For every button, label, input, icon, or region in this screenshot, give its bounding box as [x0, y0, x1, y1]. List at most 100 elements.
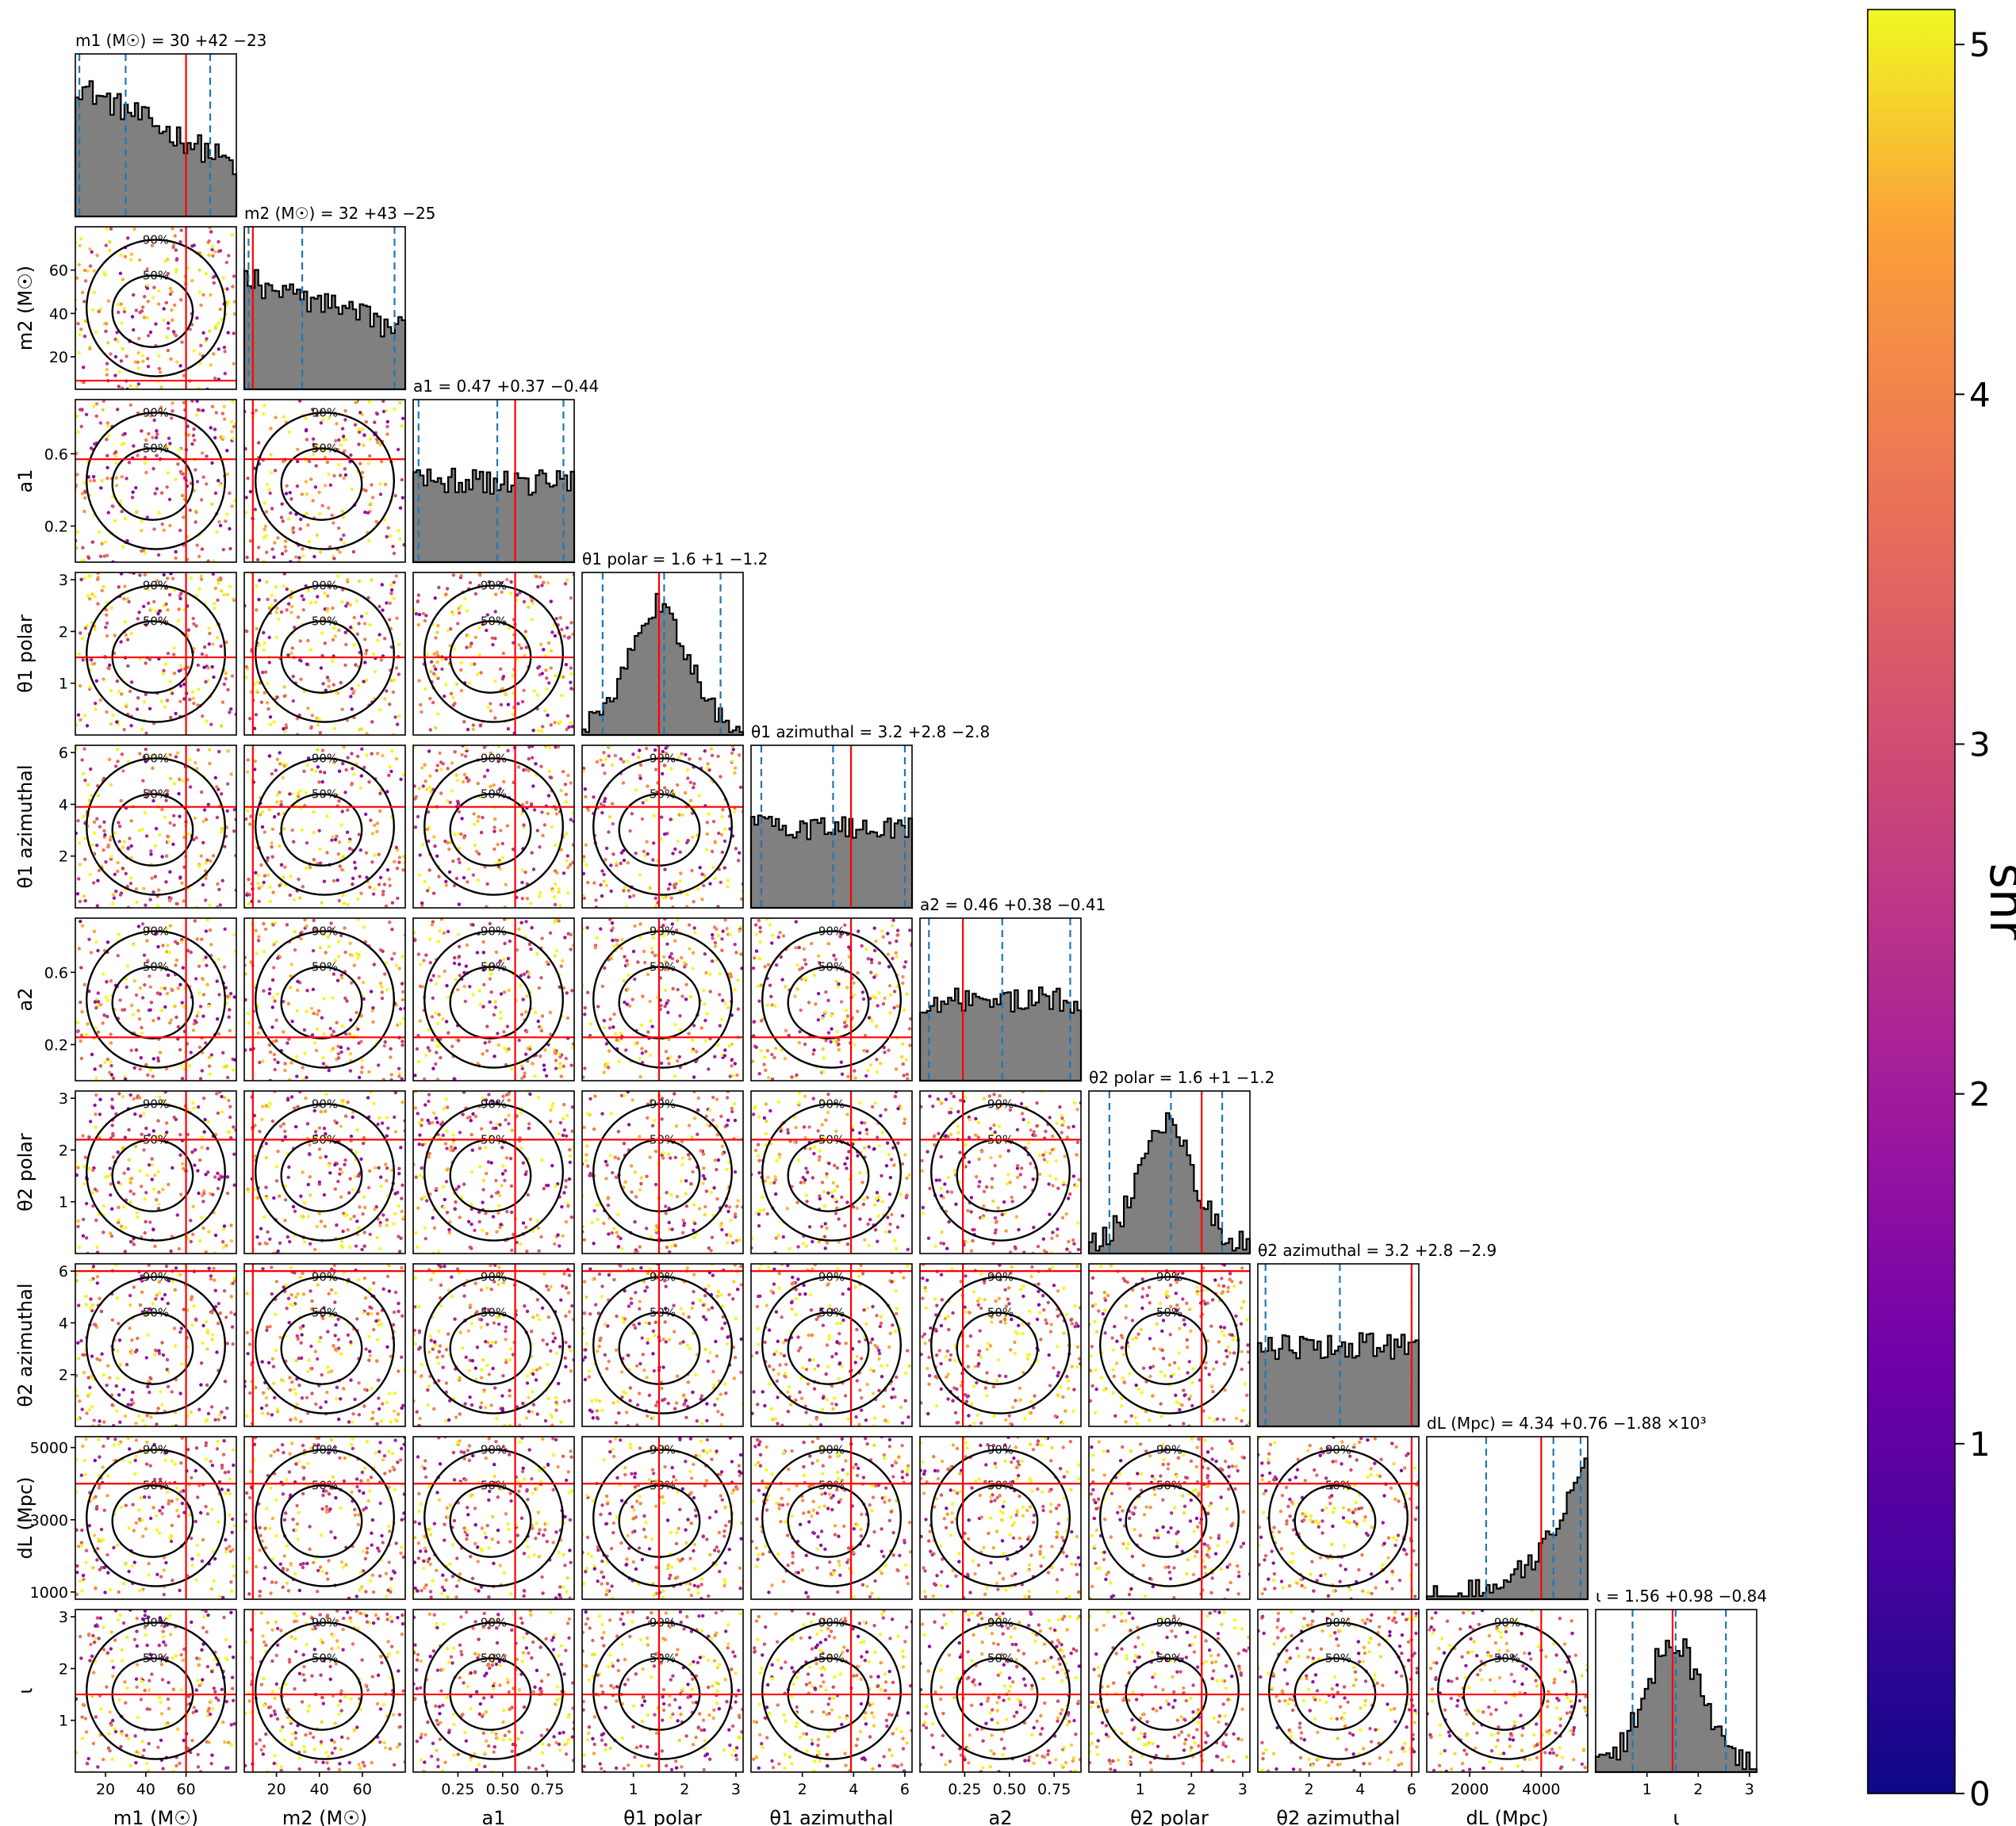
scatter-point	[465, 609, 470, 613]
scatter-point	[604, 1064, 607, 1069]
scatter-point	[816, 954, 821, 959]
scatter-point	[105, 613, 109, 617]
scatter-point	[532, 808, 537, 812]
scatter-point	[795, 1073, 799, 1078]
scatter-point	[811, 1052, 815, 1056]
scatter-point	[630, 812, 634, 816]
scatter-point	[144, 747, 148, 752]
scatter-point	[107, 757, 112, 762]
scatter-point	[298, 639, 303, 643]
y-tick-label: 2	[59, 848, 68, 866]
scatter-point	[418, 1173, 422, 1177]
contour-label-90: 90%	[481, 1097, 507, 1111]
scatter-point	[511, 848, 515, 852]
scatter-point	[477, 653, 481, 657]
scatter-point	[157, 354, 161, 358]
scatter-point	[457, 963, 462, 967]
scatter-point	[617, 1039, 622, 1043]
scatter-point	[734, 1215, 738, 1219]
scatter-point	[719, 833, 724, 836]
scatter-point	[383, 482, 388, 487]
scatter-point	[113, 354, 118, 359]
scatter-point	[283, 1135, 287, 1139]
scatter-point	[518, 591, 522, 595]
scatter-point	[83, 836, 87, 840]
scatter-point	[669, 951, 673, 956]
contour-90	[424, 757, 564, 896]
scatter-point	[199, 498, 204, 502]
scatter-point	[216, 598, 220, 603]
scatter-point	[692, 1116, 697, 1120]
scatter-point	[509, 1184, 514, 1189]
scatter-point	[550, 1164, 554, 1168]
scatter-point	[152, 527, 156, 531]
scatter-point	[198, 352, 202, 356]
scatter-point	[126, 664, 130, 668]
scatter-point	[710, 959, 715, 963]
scatter-point	[312, 1012, 316, 1016]
scatter-point	[267, 635, 271, 640]
scatter-point	[244, 972, 247, 976]
scatter-point	[232, 829, 236, 833]
scatter-point	[713, 840, 717, 844]
scatter-point	[90, 658, 94, 662]
scatter-point	[481, 622, 485, 626]
scatter-point	[228, 584, 232, 588]
scatter-point	[278, 1124, 283, 1128]
scatter-point	[722, 1054, 727, 1058]
scatter-point	[550, 889, 554, 893]
scatter-point	[803, 1177, 807, 1182]
scatter-point	[565, 714, 570, 718]
scatter-point	[172, 646, 176, 650]
scatter-point	[142, 953, 147, 957]
scatter-point	[489, 1194, 494, 1199]
scatter-point	[680, 955, 684, 960]
scatter-point	[86, 594, 90, 598]
scatter-point	[571, 632, 574, 636]
scatter-point	[503, 1178, 507, 1183]
scatter-point	[136, 360, 140, 364]
scatter-point	[200, 1215, 204, 1219]
scatter-point	[517, 643, 521, 647]
scatter-point	[287, 1037, 291, 1041]
scatter-point	[887, 1153, 891, 1157]
scatter-point	[753, 1148, 758, 1153]
scatter-point	[434, 636, 438, 640]
scatter-point	[212, 352, 216, 356]
scatter-point	[752, 1020, 756, 1024]
scatter-point	[350, 783, 354, 787]
scatter-point	[641, 801, 645, 805]
scatter-point	[507, 1047, 511, 1051]
scatter-point	[416, 1206, 420, 1210]
scatter-point	[208, 631, 212, 636]
scatter-point	[610, 1231, 614, 1235]
contour-label-90: 90%	[312, 751, 338, 765]
scatter-m1-vs-theta2_polar: 50%90%123	[59, 1090, 237, 1254]
scatter-point	[719, 775, 722, 779]
scatter-point	[136, 350, 140, 355]
scatter-point	[876, 1135, 880, 1139]
scatter-point	[337, 940, 341, 944]
scatter-point	[322, 618, 327, 622]
scatter-point	[134, 486, 138, 490]
scatter-point	[78, 863, 82, 867]
scatter-point	[427, 1093, 431, 1097]
contour-90	[424, 584, 564, 723]
scatter-points: 50%90%	[75, 918, 236, 1081]
scatter-point	[216, 882, 220, 886]
scatter-point	[734, 847, 738, 851]
scatter-point	[304, 416, 308, 420]
scatter-point	[136, 1215, 140, 1219]
scatter-point	[544, 1074, 549, 1078]
scatter-point	[276, 536, 280, 540]
scatter-point	[260, 884, 264, 888]
scatter-point	[98, 825, 102, 829]
scatter-point	[553, 1242, 557, 1246]
scatter-point	[554, 882, 558, 886]
scatter-point	[286, 517, 291, 521]
scatter-point	[182, 697, 186, 701]
scatter-point	[432, 652, 436, 657]
scatter-point	[673, 1023, 677, 1027]
scatter-point	[877, 961, 882, 965]
scatter-point	[113, 337, 117, 342]
